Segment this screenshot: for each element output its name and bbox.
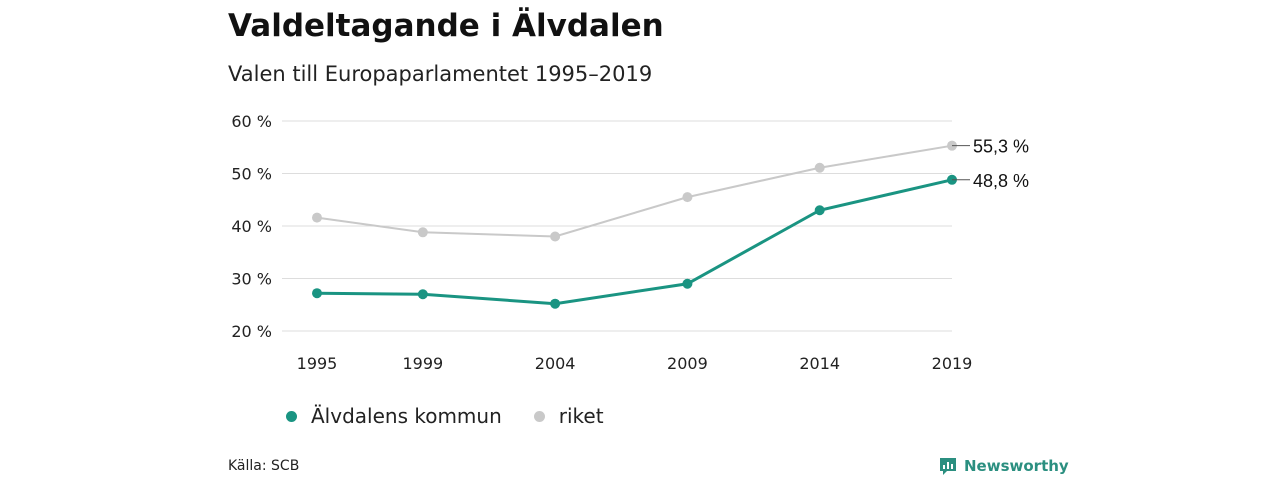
legend-dot-riket <box>533 410 545 422</box>
x-tick-label: 2009 <box>667 354 708 373</box>
y-tick-label: 20 % <box>231 322 272 341</box>
series-line <box>316 178 953 306</box>
chart-subtitle: Valen till Europaparlamentet 1995–2019 <box>228 62 653 86</box>
y-tick-label: 60 % <box>231 112 272 131</box>
data-point <box>312 288 322 299</box>
data-point <box>417 289 428 300</box>
end-value-label: 48,8 % <box>973 171 1029 191</box>
legend-item-riket: riket <box>533 404 604 428</box>
legend-item-alvdalen: Älvdalens kommun <box>286 404 502 428</box>
legend-label-riket: riket <box>558 404 604 428</box>
x-tick-label: 1999 <box>402 354 443 373</box>
legend-label-alvdalen: Älvdalens kommun <box>311 404 502 428</box>
chart-title: Valdeltagande i Älvdalen <box>228 8 664 44</box>
series-line <box>316 144 953 238</box>
legend: Älvdalens kommun riket <box>286 404 636 428</box>
source-note: Källa: SCB <box>228 458 300 474</box>
data-point <box>682 278 693 289</box>
data-point <box>550 298 561 309</box>
data-point <box>312 212 322 223</box>
data-point <box>814 205 825 216</box>
y-tick-label: 50 % <box>231 165 272 184</box>
end-value-label: 55,3 % <box>973 137 1029 157</box>
newsworthy-logo: Newsworthy <box>938 456 1069 476</box>
line-chart: 20 % 30 % 40 % 50 % 60 % 1995 1999 2004 2009 2014… <box>231 112 1029 373</box>
y-tick-label: 30 % <box>231 270 272 289</box>
data-point <box>550 231 561 242</box>
data-point <box>682 192 693 203</box>
x-tick-label: 1995 <box>297 354 338 373</box>
x-tick-label: 2004 <box>535 354 576 373</box>
data-point <box>814 162 825 173</box>
legend-dot-alvdalen <box>286 410 297 422</box>
data-point <box>417 227 428 238</box>
x-tick-label: 2014 <box>799 354 840 373</box>
bar-chart-icon <box>940 458 956 475</box>
y-tick-label: 40 % <box>231 217 272 236</box>
brand-name: Newsworthy <box>964 457 1069 475</box>
x-tick-label: 2019 <box>932 354 973 373</box>
